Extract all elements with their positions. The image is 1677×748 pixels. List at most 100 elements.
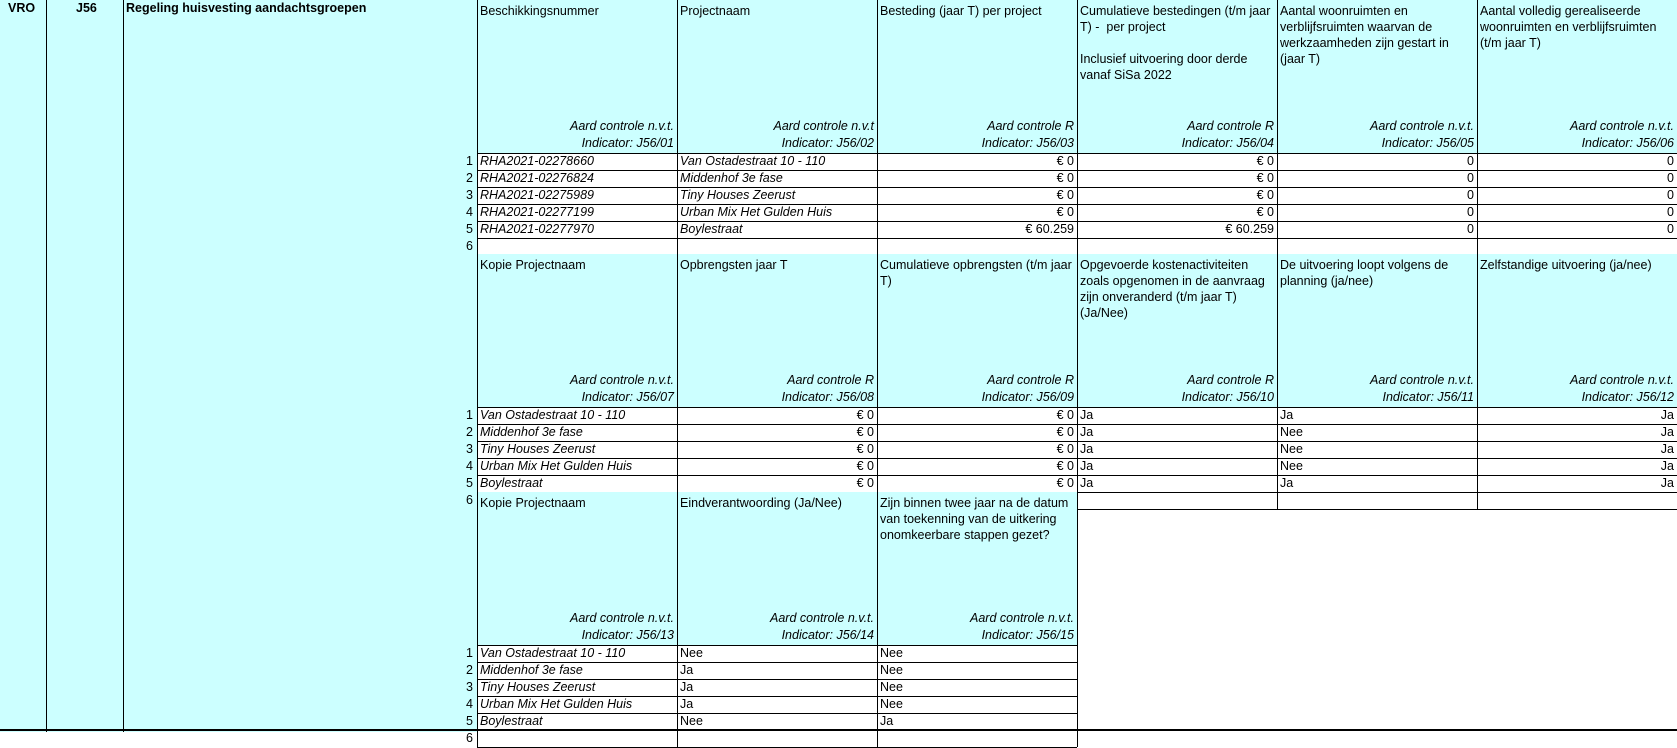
table-cell[interactable] bbox=[1277, 492, 1477, 509]
table-cell[interactable]: Ja bbox=[877, 713, 1077, 730]
table-cell[interactable]: Ja bbox=[1477, 407, 1677, 424]
table-cell[interactable]: € 0 bbox=[677, 407, 877, 424]
table-cell[interactable]: € 0 bbox=[1077, 170, 1277, 187]
table-cell[interactable]: Ja bbox=[1477, 424, 1677, 441]
table-cell[interactable]: Ja bbox=[1477, 441, 1677, 458]
table-cell[interactable]: 0 bbox=[1277, 187, 1477, 204]
table-cell[interactable]: Nee bbox=[677, 645, 877, 662]
column-meta: Aard controle R Indicator: J56/04 bbox=[1077, 118, 1277, 151]
table-cell[interactable]: Ja bbox=[677, 662, 877, 679]
table-cell[interactable]: Middenhof 3e fase bbox=[677, 170, 877, 187]
table-cell[interactable]: Ja bbox=[1477, 475, 1677, 492]
table-cell[interactable]: 0 bbox=[1277, 170, 1477, 187]
table-cell[interactable]: Nee bbox=[1277, 424, 1477, 441]
table-cell[interactable]: Urban Mix Het Gulden Huis bbox=[477, 696, 677, 713]
table-cell[interactable]: Van Ostadestraat 10 - 110 bbox=[477, 645, 677, 662]
column-header: Aantal volledig gerealiseerde woonruimte… bbox=[1480, 4, 1660, 50]
column-divider bbox=[677, 492, 678, 747]
table-cell[interactable]: Ja bbox=[1077, 407, 1277, 424]
table-cell[interactable]: Van Ostadestraat 10 - 110 bbox=[677, 153, 877, 170]
table-cell[interactable] bbox=[1477, 492, 1677, 509]
table-cell[interactable]: 0 bbox=[1477, 221, 1677, 238]
control-type: Aard controle n.v.t. bbox=[1570, 119, 1674, 133]
table-cell[interactable]: € 0 bbox=[877, 441, 1077, 458]
table-cell[interactable]: Nee bbox=[877, 645, 1077, 662]
table-cell[interactable] bbox=[477, 238, 677, 255]
table-cell[interactable] bbox=[877, 730, 1077, 747]
table-cell[interactable]: € 0 bbox=[877, 170, 1077, 187]
table-cell[interactable]: Ja bbox=[1277, 407, 1477, 424]
table-cell[interactable]: Tiny Houses Zeerust bbox=[477, 441, 677, 458]
table-cell[interactable]: Boylestraat bbox=[677, 221, 877, 238]
table-cell[interactable]: Ja bbox=[1077, 475, 1277, 492]
table-cell[interactable]: € 60.259 bbox=[1077, 221, 1277, 238]
row-number: 1 bbox=[466, 408, 473, 422]
table-cell[interactable] bbox=[677, 238, 877, 255]
table-cell[interactable]: € 60.259 bbox=[877, 221, 1077, 238]
table-cell[interactable]: Boylestraat bbox=[477, 475, 677, 492]
table-cell[interactable]: € 0 bbox=[877, 204, 1077, 221]
table-cell[interactable]: € 0 bbox=[1077, 187, 1277, 204]
table-cell[interactable]: Nee bbox=[677, 713, 877, 730]
table-cell[interactable]: RHA2021-02276824 bbox=[477, 170, 677, 187]
table-cell[interactable]: Ja bbox=[677, 679, 877, 696]
table-cell[interactable]: RHA2021-02275989 bbox=[477, 187, 677, 204]
table-cell[interactable]: Van Ostadestraat 10 - 110 bbox=[477, 407, 677, 424]
table-cell[interactable]: RHA2021-02278660 bbox=[477, 153, 677, 170]
table-cell[interactable]: Ja bbox=[677, 696, 877, 713]
table-cell[interactable]: Urban Mix Het Gulden Huis bbox=[477, 458, 677, 475]
column-header: Aantal woonruimten en verblijfsruimten w… bbox=[1280, 4, 1453, 66]
table-cell[interactable]: 0 bbox=[1277, 204, 1477, 221]
table-cell[interactable]: Nee bbox=[877, 696, 1077, 713]
table-cell[interactable]: € 0 bbox=[877, 187, 1077, 204]
table-cell[interactable]: Nee bbox=[877, 662, 1077, 679]
table-cell[interactable]: RHA2021-02277199 bbox=[477, 204, 677, 221]
table-cell[interactable]: € 0 bbox=[677, 424, 877, 441]
table-cell[interactable]: 0 bbox=[1277, 153, 1477, 170]
table-cell[interactable]: Boylestraat bbox=[477, 713, 677, 730]
table-cell[interactable]: € 0 bbox=[877, 407, 1077, 424]
table-cell[interactable]: € 0 bbox=[677, 458, 877, 475]
column-meta: Aard controle n.v.t. Indicator: J56/12 bbox=[1477, 372, 1677, 405]
table-cell[interactable]: 0 bbox=[1477, 170, 1677, 187]
table-cell[interactable]: 0 bbox=[1277, 221, 1477, 238]
table-cell[interactable] bbox=[1077, 238, 1277, 255]
table-cell[interactable]: € 0 bbox=[677, 475, 877, 492]
table-cell[interactable]: Nee bbox=[1277, 441, 1477, 458]
table-cell[interactable]: Urban Mix Het Gulden Huis bbox=[677, 204, 877, 221]
table-cell[interactable]: € 0 bbox=[877, 475, 1077, 492]
table-cell[interactable] bbox=[1077, 492, 1277, 509]
table-cell[interactable]: Ja bbox=[1077, 424, 1277, 441]
table-cell[interactable]: € 0 bbox=[877, 458, 1077, 475]
table-cell[interactable]: Ja bbox=[1277, 475, 1477, 492]
table-cell[interactable]: RHA2021-02277970 bbox=[477, 221, 677, 238]
table-cell[interactable] bbox=[677, 730, 877, 747]
table-cell[interactable]: Nee bbox=[877, 679, 1077, 696]
table-cell[interactable] bbox=[477, 730, 677, 747]
table-cell[interactable]: € 0 bbox=[1077, 204, 1277, 221]
table-cell[interactable] bbox=[1477, 238, 1677, 255]
table-cell[interactable]: € 0 bbox=[677, 441, 877, 458]
table-cell[interactable]: Tiny Houses Zeerust bbox=[477, 679, 677, 696]
table-cell[interactable] bbox=[877, 238, 1077, 255]
table-cell[interactable]: Middenhof 3e fase bbox=[477, 424, 677, 441]
table-cell[interactable]: € 0 bbox=[1077, 153, 1277, 170]
table-cell[interactable]: Ja bbox=[1077, 458, 1277, 475]
table-cell[interactable]: € 0 bbox=[877, 424, 1077, 441]
table-cell[interactable]: Nee bbox=[1277, 458, 1477, 475]
table-cell[interactable]: Middenhof 3e fase bbox=[477, 662, 677, 679]
table-cell[interactable] bbox=[1277, 238, 1477, 255]
table-cell[interactable]: 0 bbox=[1477, 187, 1677, 204]
table-cell[interactable]: Ja bbox=[1077, 441, 1277, 458]
table-cell[interactable]: 0 bbox=[1477, 204, 1677, 221]
indicator-code: Indicator: J56/09 bbox=[981, 389, 1074, 404]
column-divider bbox=[877, 492, 878, 747]
table-cell[interactable]: € 0 bbox=[877, 153, 1077, 170]
column-header: Zelfstandige uitvoering (ja/nee) bbox=[1480, 258, 1652, 272]
table-cell[interactable]: Ja bbox=[1477, 458, 1677, 475]
column-header: Beschikkingsnummer bbox=[480, 4, 599, 18]
regulation-title: Regeling huisvesting aandachtsgroepen bbox=[126, 1, 367, 15]
table-cell[interactable]: Tiny Houses Zeerust bbox=[677, 187, 877, 204]
control-type: Aard controle n.v.t. bbox=[570, 119, 674, 133]
table-cell[interactable]: 0 bbox=[1477, 153, 1677, 170]
